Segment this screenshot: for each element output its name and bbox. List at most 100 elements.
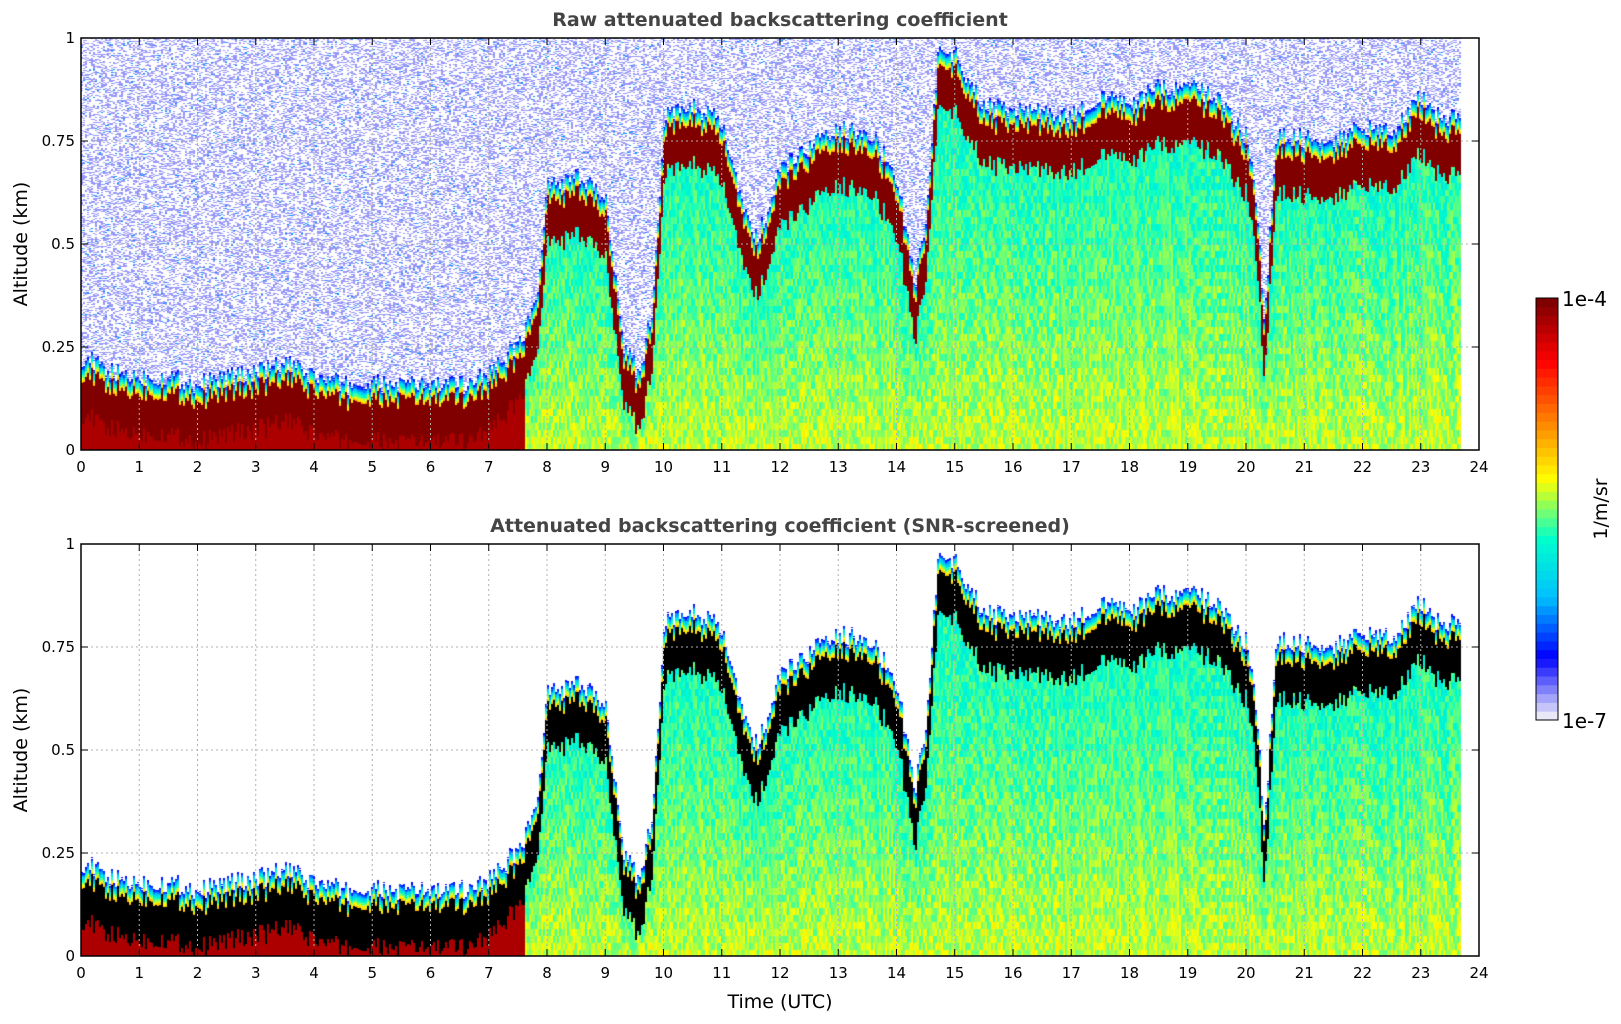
colorbar-step (1536, 359, 1558, 369)
x-tick-label: 19 (1178, 964, 1197, 982)
x-axis-label: Time (UTC) (726, 991, 832, 1013)
x-tick-label: 0 (76, 964, 86, 982)
x-tick-label: 5 (367, 964, 377, 982)
colorbar-unit-label: 1/m/sr (1590, 478, 1612, 539)
colorbar-step (1536, 588, 1558, 598)
x-tick-label: 8 (542, 458, 552, 476)
x-tick-label: 17 (1062, 964, 1081, 982)
colorbar-step (1536, 473, 1558, 484)
x-tick-label: 21 (1295, 964, 1314, 982)
x-tick-label: 18 (1120, 458, 1139, 476)
colorbar-step (1536, 623, 1558, 633)
panel-1: 0 1 2 3 4 5 6 7 8 9 10 11 12 13 14 15 16 17 18 19 20 21 22 23 24… (10, 9, 1489, 476)
colorbar-step (1536, 579, 1558, 589)
colorbar-step (1536, 421, 1558, 431)
colorbar-step (1536, 341, 1558, 352)
x-tick-label: 24 (1469, 964, 1488, 982)
x-tick-label: 3 (251, 964, 261, 982)
x-tick-label: 12 (770, 458, 789, 476)
colorbar-step (1536, 377, 1558, 387)
colorbar-step (1536, 526, 1558, 536)
colorbar-step (1536, 333, 1558, 343)
y-tick-label: 0.5 (51, 235, 75, 253)
colorbar-step (1536, 614, 1558, 624)
x-tick-label: 11 (712, 458, 731, 476)
x-tick-label: 8 (542, 964, 552, 982)
panel-title: Raw attenuated backscattering coefficien… (552, 9, 1008, 31)
colorbar-step (1536, 412, 1558, 422)
colorbar-step (1536, 438, 1558, 448)
x-tick-label: 17 (1062, 458, 1081, 476)
colorbar-step (1536, 447, 1558, 457)
colorbar-step (1536, 324, 1558, 334)
y-tick-label: 0 (65, 441, 75, 459)
y-axis-label: Altitude (km) (10, 182, 32, 307)
x-tick-label: 14 (887, 964, 906, 982)
x-tick-label: 2 (193, 964, 203, 982)
colorbar-frame (1535, 297, 1559, 721)
colorbar-step (1536, 596, 1558, 607)
colorbar-step (1536, 465, 1558, 475)
colorbar-step (1536, 350, 1558, 361)
y-tick-label: 0 (65, 947, 75, 965)
y-tick-label: 0.25 (42, 844, 75, 862)
colorbar-step (1536, 315, 1558, 325)
colorbar-step (1536, 632, 1558, 642)
x-tick-label: 7 (484, 458, 494, 476)
colorbar-step (1536, 482, 1558, 492)
x-tick-label: 20 (1236, 458, 1255, 476)
colorbar-step (1536, 394, 1558, 404)
x-tick-label: 0 (76, 458, 86, 476)
colorbar-step (1536, 306, 1558, 317)
x-tick-label: 7 (484, 964, 494, 982)
x-tick-label: 22 (1353, 458, 1372, 476)
x-tick-label: 1 (134, 458, 144, 476)
colorbar-step (1536, 693, 1558, 703)
colorbar-step (1536, 570, 1558, 580)
y-tick-label: 0.25 (42, 338, 75, 356)
colorbar-step (1536, 456, 1558, 466)
colorbar-min-label: 1e-7 (1562, 709, 1607, 733)
x-tick-label: 4 (309, 458, 319, 476)
colorbar-step (1536, 429, 1558, 440)
x-tick-label: 10 (654, 458, 673, 476)
panel-title: Attenuated backscattering coefficient (S… (490, 515, 1070, 537)
colorbar-step (1536, 667, 1558, 677)
colorbar-step (1536, 403, 1558, 413)
x-tick-label: 24 (1469, 458, 1488, 476)
x-tick-label: 13 (829, 964, 848, 982)
colorbar-step (1536, 552, 1558, 563)
colorbar-max-label: 1e-4 (1562, 287, 1607, 311)
x-tick-label: 22 (1353, 964, 1372, 982)
x-tick-label: 16 (1003, 964, 1022, 982)
x-tick-label: 23 (1411, 964, 1430, 982)
x-tick-label: 14 (887, 458, 906, 476)
y-tick-label: 1 (65, 29, 75, 47)
x-tick-label: 19 (1178, 458, 1197, 476)
panel-2: 0 1 2 3 4 5 6 7 8 9 10 11 12 13 14 15 16 17 18 19 20 21 22 23 24… (10, 515, 1489, 1013)
x-tick-label: 10 (654, 964, 673, 982)
colorbar-step (1536, 544, 1558, 554)
x-tick-label: 15 (945, 964, 964, 982)
colorbar-step (1536, 385, 1558, 396)
colorbar-step (1536, 491, 1558, 501)
x-tick-label: 15 (945, 458, 964, 476)
x-tick-label: 18 (1120, 964, 1139, 982)
y-axis-label: Altitude (km) (10, 688, 32, 813)
colorbar-step (1536, 640, 1558, 651)
colorbar-step (1536, 658, 1558, 668)
colorbar-step (1536, 298, 1558, 308)
x-tick-label: 3 (251, 458, 261, 476)
colorbar-step (1536, 500, 1558, 510)
x-tick-label: 9 (600, 964, 610, 982)
x-tick-label: 6 (426, 458, 436, 476)
x-tick-label: 4 (309, 964, 319, 982)
colorbar-step (1536, 605, 1558, 615)
x-tick-label: 11 (712, 964, 731, 982)
colorbar-step (1536, 711, 1558, 721)
x-tick-label: 21 (1295, 458, 1314, 476)
y-tick-label: 0.5 (51, 741, 75, 759)
x-tick-label: 5 (367, 458, 377, 476)
colorbar-step (1536, 509, 1558, 519)
